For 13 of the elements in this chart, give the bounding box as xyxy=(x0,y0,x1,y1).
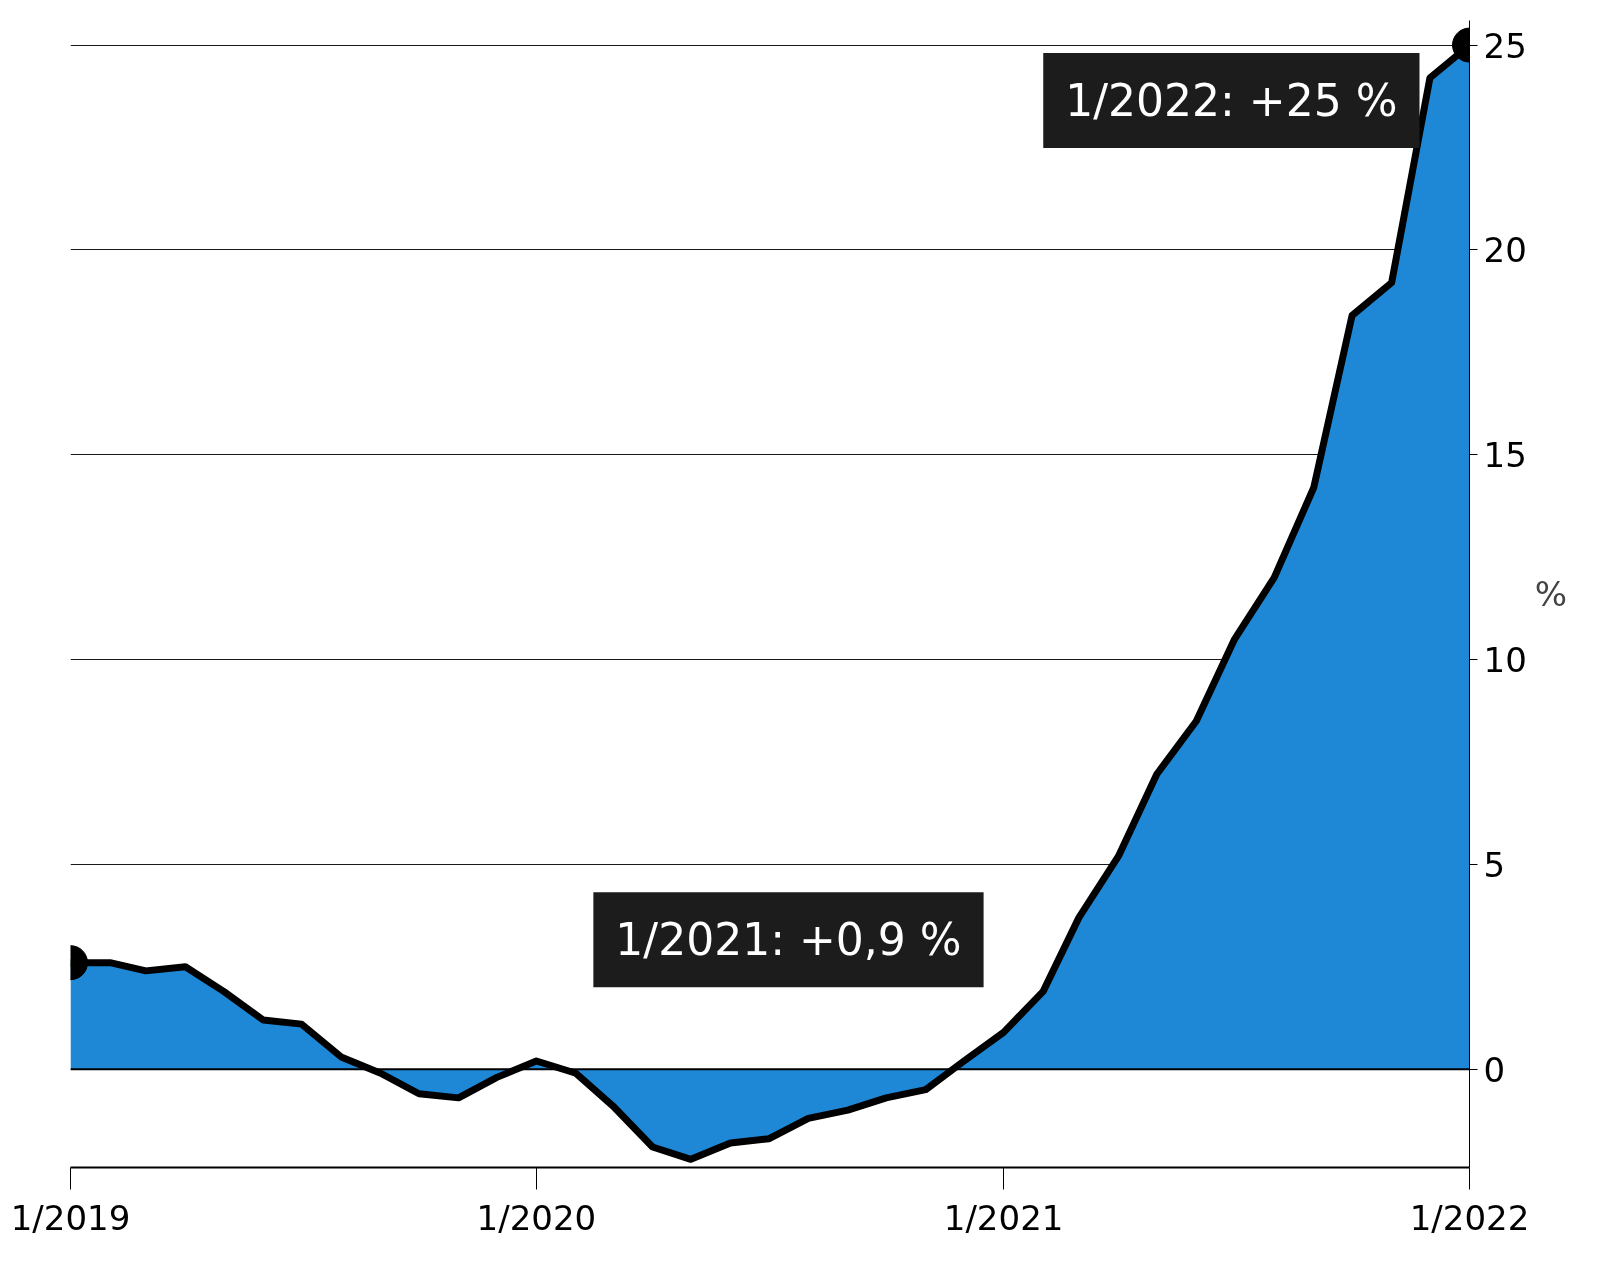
x-tick-label: 1/2021 xyxy=(943,1197,1064,1238)
x-tick-label: 1/2019 xyxy=(10,1197,131,1238)
y-tick-label: 15 xyxy=(1483,435,1527,476)
y-tick-label: 25 xyxy=(1483,25,1527,66)
x-tick-label: 1/2022 xyxy=(1409,1197,1530,1238)
annotation: 1/2022: +25 % xyxy=(1065,75,1398,127)
y-tick-label: 10 xyxy=(1483,640,1527,681)
y-tick-label: 0 xyxy=(1483,1049,1506,1090)
x-tick-label: 1/2020 xyxy=(476,1197,597,1238)
y-tick-label: 5 xyxy=(1483,844,1506,885)
annotation: 1/2021: +0,9 % xyxy=(615,914,962,966)
y-axis-title: % xyxy=(1534,574,1568,614)
y-tick-label: 20 xyxy=(1483,230,1527,271)
